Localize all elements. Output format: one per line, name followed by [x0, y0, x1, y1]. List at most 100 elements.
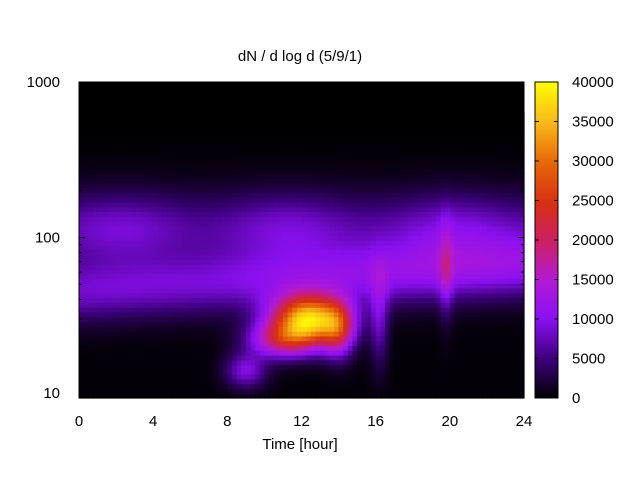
heatmap-cell — [347, 335, 354, 342]
heatmap-cell — [180, 125, 187, 131]
heatmap-cell — [199, 244, 205, 251]
heatmap-cell — [315, 383, 321, 390]
heatmap-cell — [116, 307, 122, 313]
heatmap-cell — [120, 254, 126, 260]
heatmap-cell — [454, 350, 460, 356]
heatmap-cell — [449, 225, 456, 232]
heatmap-cell — [208, 278, 215, 284]
heatmap-cell — [180, 302, 187, 308]
heatmap-cell — [371, 283, 377, 289]
heatmap-cell — [435, 115, 442, 122]
heatmap-cell — [422, 331, 428, 337]
heatmap-cell — [125, 173, 131, 179]
heatmap-cell — [194, 173, 201, 179]
heatmap-cell — [301, 331, 307, 337]
heatmap-cell — [106, 111, 113, 117]
heatmap-cell — [278, 206, 284, 213]
heatmap-cell — [102, 254, 108, 260]
heatmap-cell — [310, 359, 317, 366]
heatmap-cell — [384, 383, 391, 390]
heatmap-cell — [352, 201, 358, 208]
heatmap-cell — [180, 393, 187, 399]
heatmap-cell — [292, 364, 298, 370]
heatmap-cell — [287, 173, 293, 179]
heatmap-cell — [259, 264, 266, 270]
heatmap-cell — [120, 259, 126, 265]
heatmap-cell — [139, 125, 145, 131]
heatmap-cell — [343, 163, 349, 170]
heatmap-cell — [111, 130, 117, 136]
heatmap-cell — [167, 302, 173, 308]
heatmap-cell — [208, 383, 215, 390]
heatmap-cell — [106, 163, 113, 170]
heatmap-cell — [338, 302, 344, 308]
heatmap-cell — [236, 235, 242, 241]
heatmap-cell — [380, 235, 386, 241]
heatmap-cell — [208, 197, 215, 203]
heatmap-cell — [241, 244, 247, 251]
heatmap-cell — [245, 302, 252, 308]
heatmap-cell — [384, 345, 391, 351]
heatmap-cell — [408, 316, 414, 323]
heatmap-cell — [111, 278, 117, 284]
heatmap-cell — [445, 115, 451, 122]
heatmap-cell — [143, 259, 150, 265]
heatmap-cell — [301, 254, 307, 260]
heatmap-cell — [208, 115, 215, 122]
heatmap-cell — [366, 187, 372, 193]
heatmap-cell — [426, 335, 432, 342]
heatmap-cell — [366, 393, 372, 399]
heatmap-cell — [129, 125, 136, 131]
heatmap-cell — [366, 125, 372, 131]
heatmap-cell — [422, 130, 428, 136]
heatmap-cell — [454, 206, 460, 213]
heatmap-cell — [329, 187, 335, 193]
heatmap-cell — [338, 206, 344, 213]
heatmap-cell — [180, 244, 187, 251]
heatmap-cell — [273, 354, 279, 361]
heatmap-cell — [282, 125, 289, 131]
heatmap-cell — [366, 268, 372, 275]
heatmap-cell — [167, 225, 173, 232]
heatmap-cell — [394, 206, 400, 213]
heatmap-cell — [134, 211, 140, 217]
heatmap-cell — [139, 383, 145, 390]
heatmap-cell — [111, 125, 117, 131]
heatmap-cell — [236, 283, 242, 289]
heatmap-cell — [338, 359, 344, 366]
heatmap-cell — [282, 249, 289, 256]
heatmap-cell — [185, 235, 191, 241]
heatmap-cell — [269, 326, 275, 332]
heatmap-cell — [315, 139, 321, 146]
heatmap-cell — [320, 225, 326, 232]
heatmap-cell — [92, 201, 99, 208]
heatmap-cell — [449, 144, 456, 150]
heatmap-cell — [250, 292, 256, 299]
heatmap-cell — [264, 369, 270, 375]
heatmap-cell — [310, 268, 317, 275]
heatmap-cell — [417, 163, 423, 170]
heatmap-cell — [148, 383, 154, 390]
heatmap-cell — [440, 225, 446, 232]
heatmap-cell — [459, 206, 465, 213]
heatmap-cell — [125, 350, 131, 356]
heatmap-cell — [412, 178, 418, 184]
heatmap-cell — [338, 168, 344, 174]
heatmap-cell — [92, 244, 99, 251]
heatmap-cell — [208, 230, 215, 237]
heatmap-cell — [320, 125, 326, 131]
heatmap-cell — [329, 240, 335, 246]
heatmap-cell — [398, 135, 405, 141]
heatmap-cell — [236, 163, 242, 170]
heatmap-cell — [148, 135, 154, 141]
heatmap-cell — [269, 201, 275, 208]
heatmap-cell — [398, 197, 405, 203]
heatmap-cell — [320, 307, 326, 313]
heatmap-cell — [408, 359, 414, 366]
heatmap-cell — [338, 240, 344, 246]
heatmap-cell — [333, 335, 340, 342]
heatmap-cell — [213, 354, 219, 361]
heatmap-cell — [116, 197, 122, 203]
heatmap-cell — [194, 206, 201, 213]
heatmap-cell — [278, 273, 284, 280]
